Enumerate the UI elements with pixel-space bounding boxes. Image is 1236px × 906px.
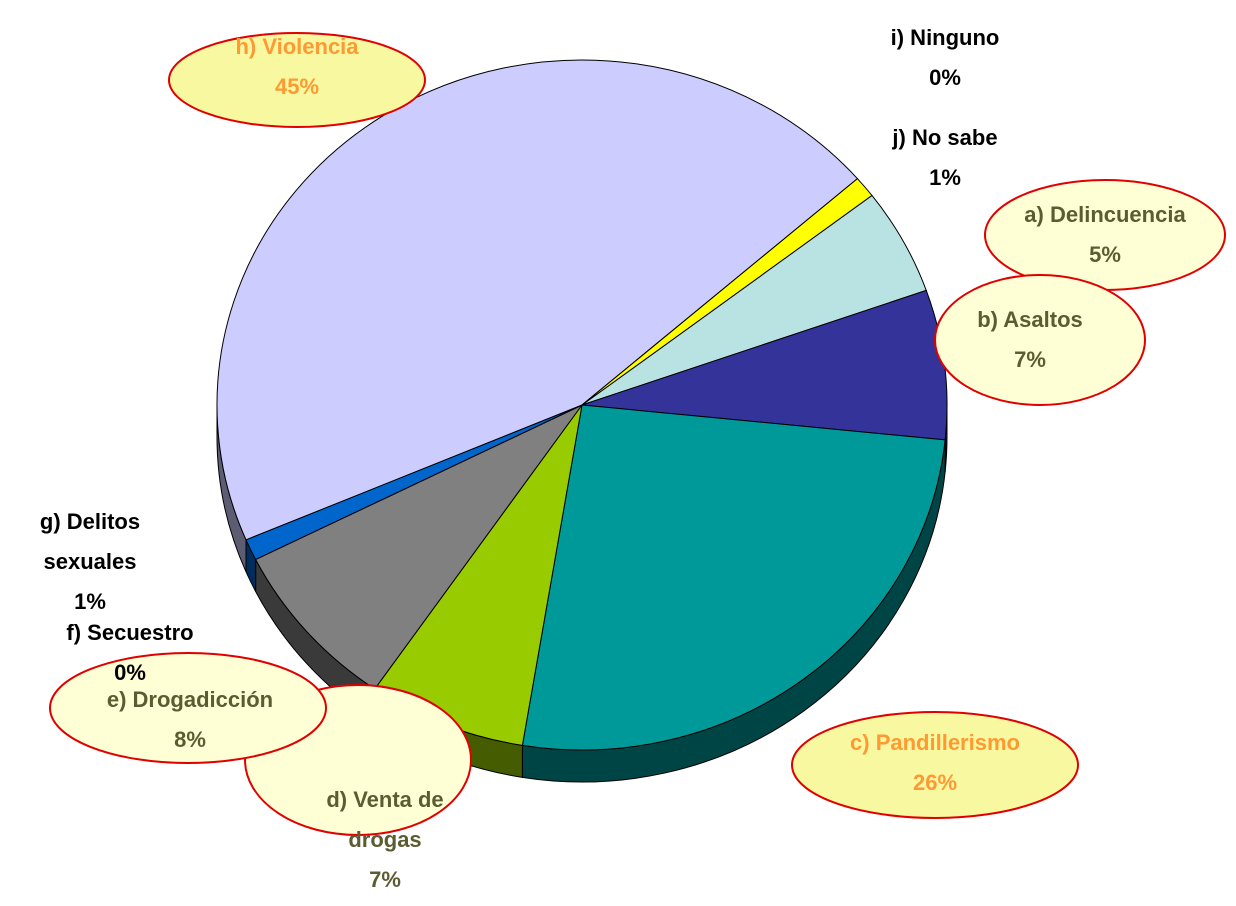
label-bubble [168,32,426,128]
value-label: 1% [929,165,961,190]
value-label: 7% [1014,347,1046,372]
slice-label: d) Venta de drogas 7% [310,780,460,900]
slice-label: f) Secuestro 0% [20,613,240,693]
category-label: j) No sabe [892,125,998,150]
category-label: h) Violencia [235,34,359,59]
category-label: d) Venta de drogas [326,787,444,852]
value-label: 26% [912,770,958,795]
slice-label: b) Asaltos 7% [930,300,1130,380]
pie-top [216,59,948,751]
value-label: 0% [929,65,961,90]
value-label: 1% [74,589,106,614]
category-label: b) Asaltos [977,307,1083,332]
value-label: 7% [369,867,401,892]
label-bubble [934,274,1146,406]
slice-label: e) Drogadicción 8% [60,680,320,760]
pie-slice [581,177,873,406]
slice-label: j) No sabe 1% [845,118,1045,198]
label-bubble [49,652,327,764]
category-label: c) Pandillerismo [850,730,1020,755]
slice-label: a) Delincuencia 5% [975,195,1235,275]
value-label: 45% [274,74,320,99]
slice-label: h) Violencia 45% [177,27,417,107]
category-label: i) Ninguno [890,25,1000,50]
slice-label: c) Pandillerismo 26% [795,723,1075,803]
label-bubble [791,711,1079,819]
category-label: f) Secuestro [66,620,194,645]
pie-slice [254,404,583,690]
category-label: e) Drogadicción [106,687,274,712]
value-label: 0% [114,660,146,685]
value-label: 8% [174,727,206,752]
slice-label: i) Ninguno 0% [845,18,1045,98]
category-label: g) Delitos sexuales [39,509,141,574]
pie-slice [521,404,946,751]
category-label: a) Delincuencia [1024,202,1186,227]
value-label: 5% [1089,242,1121,267]
slice-label: g) Delitos sexuales 1% [10,502,170,622]
